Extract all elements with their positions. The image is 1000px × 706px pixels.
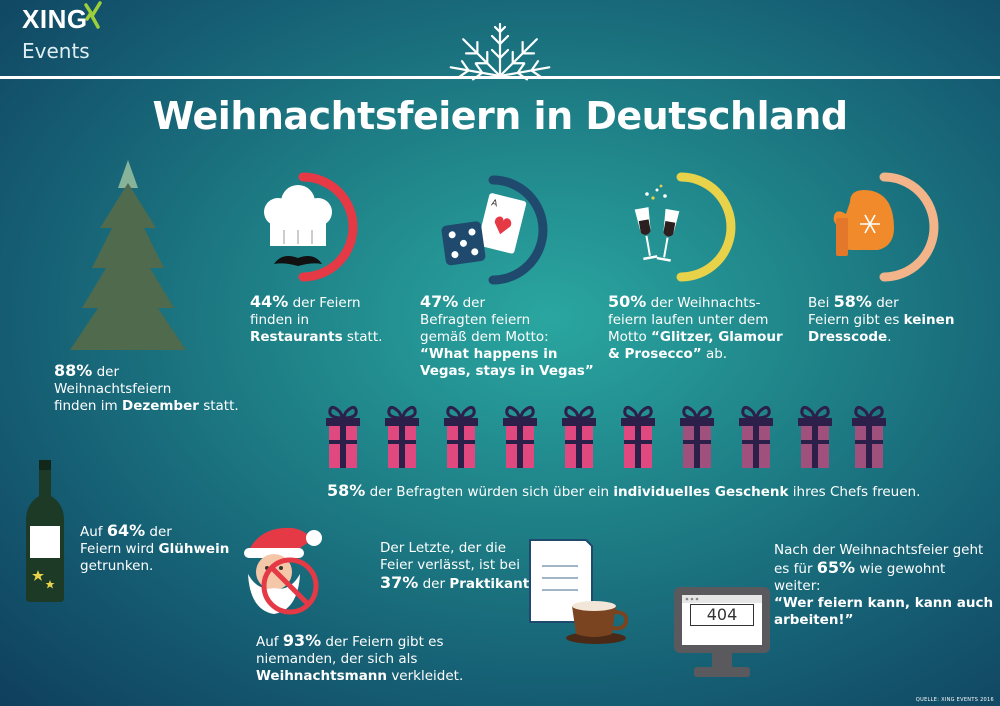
stat-arbeiten-percent: 65%	[816, 558, 856, 577]
stat-dresscode-percent: 58%	[833, 292, 872, 311]
christmas-tree-icon	[70, 160, 186, 350]
stat-dresscode: Bei 58% der Feiern gibt es keinen Dressc…	[808, 292, 955, 345]
gift-icon	[442, 405, 480, 470]
stat-vegas-percent: 47%	[420, 292, 459, 311]
gift-icon	[560, 405, 598, 470]
chef-hat-mustache-icon	[264, 172, 358, 282]
page-title: Weihnachtsfeiern in Deutschland	[152, 94, 848, 138]
stat-dezember: 88% der Weihnachtsfeiern finden im Dezem…	[54, 361, 239, 414]
gift-icon	[324, 405, 362, 470]
gift-icon	[850, 405, 888, 470]
champagne-glasses-icon	[634, 172, 736, 282]
stat-praktikant: Der Letzte, der die Feier verlässt, ist …	[380, 540, 533, 592]
stat-gluehwein: Auf 64% der Feiern wird Glühwein getrunk…	[80, 521, 230, 574]
stat-weihnachtsmann: Auf 93% der Feiern gibt es niemanden, de…	[256, 631, 464, 684]
xing-x-icon	[84, 1, 102, 29]
stat-restaurant-percent: 44%	[250, 292, 289, 311]
stat-gluehwein-percent: 64%	[106, 521, 146, 540]
gift-row-graphic	[324, 405, 888, 470]
gift-icon	[383, 405, 421, 470]
gift-icon	[501, 405, 539, 470]
source-note: QUELLE: XING EVENTS 2016	[915, 697, 994, 703]
stat-glitzer-percent: 50%	[608, 292, 647, 311]
stat-restaurant: 44% der Feiern finden in Restaurants sta…	[250, 292, 383, 345]
stat-arbeiten: Nach der Weihnachtsfeier geht es für 65%…	[774, 542, 994, 628]
stat-geschenk-percent: 58%	[327, 481, 366, 500]
gift-icon	[678, 405, 716, 470]
header-divider	[0, 76, 1000, 79]
mitten-icon	[833, 172, 939, 282]
gift-icon	[619, 405, 657, 470]
stat-dezember-percent: 88%	[54, 361, 93, 380]
svg-text:A: A	[490, 198, 499, 209]
gift-row	[324, 404, 888, 470]
xing-logo-text: XING	[22, 4, 88, 34]
stat-praktikant-percent: 37%	[380, 573, 419, 592]
monitor-icon	[674, 587, 770, 677]
wine-bottle-icon	[26, 460, 64, 602]
stat-geschenk: 58% der Befragten würden sich über ein i…	[327, 481, 921, 500]
stat-glitzer: 50% der Weihnachts- feiern laufen unter …	[608, 292, 783, 362]
santa-crossed-icon	[244, 527, 322, 615]
error-404-label: 404	[690, 604, 754, 626]
dice-cards-icon: A	[441, 175, 548, 285]
snowflake-icon	[449, 22, 551, 81]
document-coffee-icon	[529, 539, 629, 644]
xing-logo-subtitle: Events	[22, 39, 90, 63]
stat-vegas: 47% der Befragten feiern gemäß dem Motto…	[420, 292, 594, 379]
stat-weihnachtsmann-percent: 93%	[282, 631, 322, 650]
gift-icon	[737, 405, 775, 470]
gift-icon	[796, 405, 834, 470]
